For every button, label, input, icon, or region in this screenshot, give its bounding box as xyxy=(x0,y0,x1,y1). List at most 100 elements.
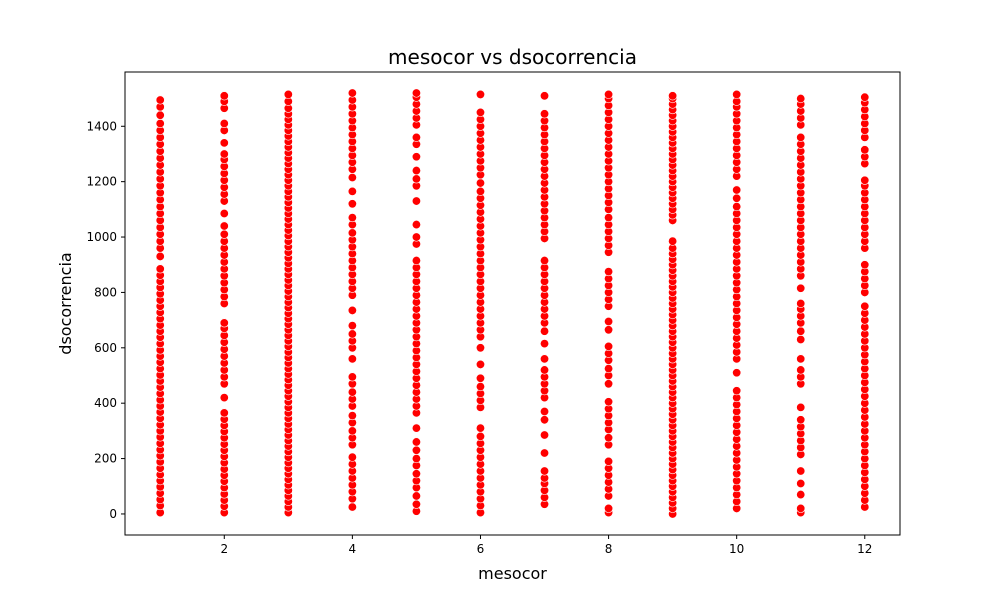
data-point xyxy=(475,373,485,383)
data-point xyxy=(475,343,485,353)
data-point xyxy=(219,91,229,101)
data-point xyxy=(732,193,742,203)
y-tick-label: 1000 xyxy=(86,230,117,244)
data-point xyxy=(411,88,421,98)
data-point xyxy=(732,386,742,396)
data-point xyxy=(604,397,614,407)
y-tick-label: 1200 xyxy=(86,175,117,189)
y-tick-label: 600 xyxy=(94,341,117,355)
data-point xyxy=(796,298,806,308)
data-point xyxy=(540,415,550,425)
data-point xyxy=(796,365,806,375)
x-tick-label: 2 xyxy=(220,542,228,556)
y-axis-label: dsocorrencia xyxy=(56,252,75,354)
data-point xyxy=(219,209,229,219)
data-point xyxy=(796,478,806,488)
y-tick-label: 0 xyxy=(109,507,117,521)
data-point xyxy=(219,221,229,231)
data-point xyxy=(668,91,678,101)
data-point xyxy=(540,339,550,349)
data-point xyxy=(860,92,870,102)
data-point xyxy=(475,107,485,117)
data-point xyxy=(732,89,742,99)
data-point xyxy=(411,469,421,479)
data-point xyxy=(347,88,357,98)
data-point xyxy=(796,94,806,104)
data-point xyxy=(604,456,614,466)
data-point xyxy=(411,166,421,176)
data-point xyxy=(219,138,229,148)
data-point xyxy=(604,364,614,374)
data-point xyxy=(411,174,421,184)
data-point xyxy=(604,316,614,326)
data-point xyxy=(732,202,742,212)
data-point xyxy=(796,334,806,344)
data-point xyxy=(475,382,485,392)
data-point xyxy=(347,452,357,462)
data-point xyxy=(732,368,742,378)
data-point xyxy=(283,89,293,99)
data-point xyxy=(155,264,165,274)
data-point xyxy=(540,354,550,364)
data-point xyxy=(604,325,614,335)
x-tick-label: 6 xyxy=(477,542,485,556)
data-point xyxy=(540,256,550,266)
data-point xyxy=(796,490,806,500)
data-point xyxy=(475,423,485,433)
y-tick-label: 200 xyxy=(94,452,117,466)
data-point xyxy=(796,415,806,425)
data-point xyxy=(347,387,357,397)
x-axis-label: mesocor xyxy=(478,564,547,583)
data-point xyxy=(540,466,550,476)
x-tick-label: 8 xyxy=(605,542,613,556)
data-point xyxy=(411,152,421,162)
data-point xyxy=(411,423,421,433)
data-point xyxy=(540,365,550,375)
data-point xyxy=(347,228,357,238)
y-axis-ticks: 0 200 400 600 800 1000 1200 1400 xyxy=(86,119,125,521)
data-point xyxy=(411,499,421,509)
y-tick-label: 800 xyxy=(94,285,117,299)
data-point xyxy=(219,408,229,418)
data-point xyxy=(604,89,614,99)
data-point xyxy=(604,379,614,389)
data-point xyxy=(347,173,357,183)
data-point xyxy=(732,185,742,195)
data-point xyxy=(347,329,357,339)
data-point xyxy=(604,433,614,443)
x-tick-label: 4 xyxy=(349,542,357,556)
points-layer xyxy=(155,88,870,519)
data-point xyxy=(347,321,357,331)
data-point xyxy=(540,448,550,458)
data-point xyxy=(668,236,678,246)
y-tick-label: 1400 xyxy=(86,119,117,133)
data-point xyxy=(540,326,550,336)
x-tick-label: 10 xyxy=(729,542,744,556)
data-point xyxy=(796,466,806,476)
data-point xyxy=(347,426,357,436)
x-tick-label: 12 xyxy=(857,542,872,556)
data-point xyxy=(347,213,357,223)
data-point xyxy=(796,354,806,364)
data-point xyxy=(347,411,357,421)
data-point xyxy=(796,283,806,293)
data-point xyxy=(155,119,165,129)
data-point xyxy=(475,89,485,99)
data-point xyxy=(540,430,550,440)
data-point xyxy=(860,145,870,155)
data-point xyxy=(411,437,421,447)
data-point xyxy=(796,503,806,513)
data-point xyxy=(347,199,357,209)
data-point xyxy=(604,213,614,223)
data-point xyxy=(860,260,870,270)
data-point xyxy=(411,232,421,242)
data-point xyxy=(347,186,357,196)
data-point xyxy=(796,402,806,412)
data-point xyxy=(155,95,165,105)
y-tick-label: 400 xyxy=(94,396,117,410)
data-point xyxy=(796,326,806,336)
data-point xyxy=(540,109,550,119)
data-point xyxy=(540,91,550,101)
data-point xyxy=(347,372,357,382)
